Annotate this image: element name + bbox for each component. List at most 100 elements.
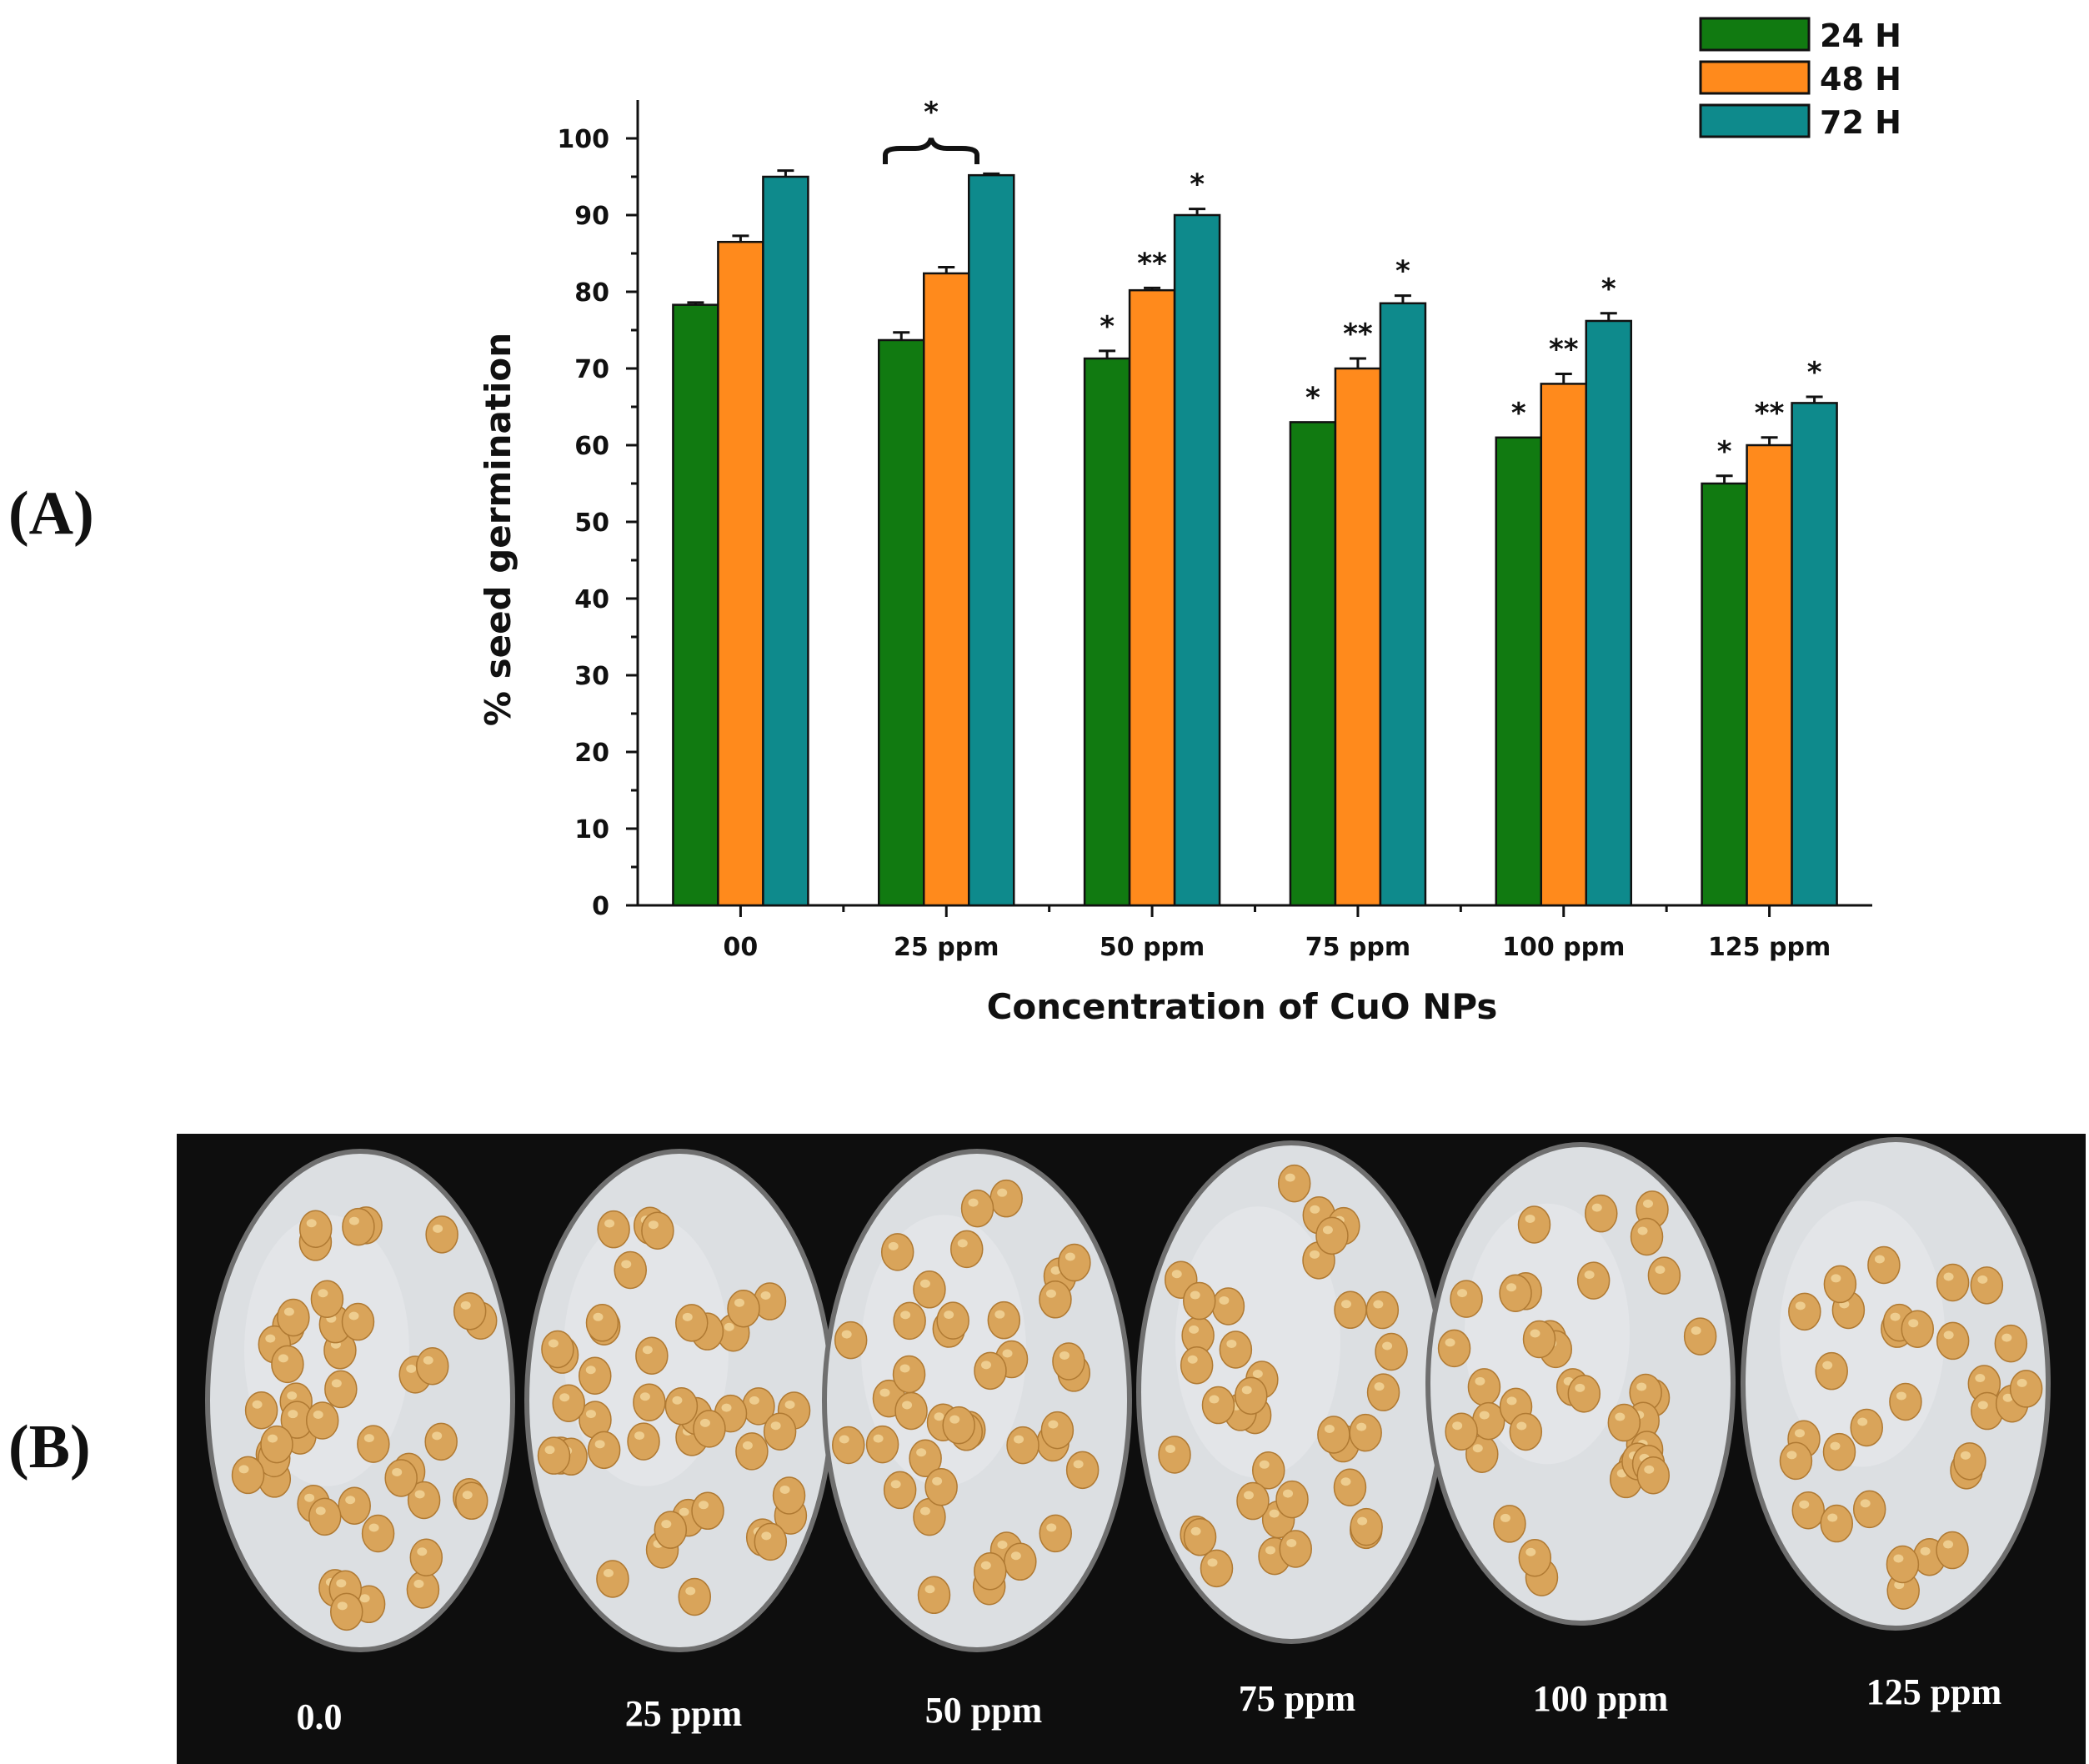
bar-72-h-25-ppm: [968, 173, 1015, 907]
seed: [1585, 1194, 1618, 1233]
seed-highlight: [1045, 1289, 1056, 1298]
seed-highlight: [585, 1410, 596, 1419]
seed-highlight: [348, 1216, 359, 1225]
seed: [1852, 1490, 1886, 1529]
seed-highlight: [957, 1239, 968, 1248]
seed: [1607, 1403, 1641, 1442]
seed: [834, 1320, 868, 1360]
seed-highlight: [1357, 1516, 1368, 1526]
seed-highlight: [414, 1490, 425, 1499]
seed-highlight: [721, 1403, 732, 1412]
seed: [1277, 1164, 1311, 1203]
seed-highlight: [934, 1412, 944, 1421]
seed-highlight: [1644, 1465, 1655, 1474]
seed-highlight: [283, 1307, 294, 1316]
bar-24-h-25-ppm: [878, 338, 925, 907]
seed-highlight: [1283, 1489, 1294, 1498]
seed-highlight: [1310, 1250, 1320, 1259]
seed: [1334, 1290, 1367, 1330]
seed-highlight: [1322, 1225, 1333, 1235]
seed-highlight: [1252, 1370, 1263, 1379]
seed-highlight: [672, 1396, 683, 1405]
seed: [407, 1481, 441, 1520]
seed-highlight: [1642, 1199, 1653, 1208]
seed-highlight: [306, 1219, 317, 1228]
y-tick-label: 0: [592, 892, 609, 921]
seed: [361, 1514, 395, 1553]
seed: [831, 1426, 865, 1465]
seed: [675, 1304, 709, 1342]
seed: [1493, 1505, 1526, 1543]
seed-highlight: [1943, 1540, 1954, 1549]
bar-24-h-100-ppm: [1495, 436, 1542, 907]
seed: [763, 1412, 797, 1451]
error-bars: [687, 169, 1823, 484]
y-tick-label: 60: [574, 432, 609, 461]
seed: [1350, 1507, 1383, 1546]
seed-highlight: [1615, 1412, 1626, 1421]
seed-highlight: [1786, 1451, 1797, 1460]
seed-highlight: [1340, 1477, 1351, 1486]
seed-highlight: [994, 1310, 1005, 1319]
seed: [627, 1422, 660, 1461]
seed-highlight: [559, 1393, 570, 1402]
seed-highlight: [841, 1330, 852, 1339]
y-tick-label: 20: [574, 739, 609, 768]
seed-highlight: [417, 1547, 428, 1556]
seed: [691, 1491, 724, 1531]
seed: [989, 1179, 1023, 1218]
seed-highlight: [2016, 1378, 2027, 1387]
seed-highlight: [1243, 1491, 1254, 1500]
seed-highlight: [924, 1585, 935, 1594]
seed-highlight: [1050, 1265, 1061, 1275]
seed: [1211, 1287, 1245, 1326]
seed: [1275, 1480, 1309, 1519]
seed-highlight: [315, 1506, 326, 1516]
seed-highlight: [2002, 1393, 2013, 1402]
significance-star: *: [1395, 255, 1410, 288]
petri-plate-25-ppm: 25 ppm: [524, 1149, 834, 1734]
seed-highlight: [1591, 1203, 1602, 1212]
seed: [1567, 1375, 1601, 1413]
y-tick-label: 50: [574, 509, 609, 538]
seed: [1183, 1518, 1217, 1556]
seed-highlight: [997, 1188, 1008, 1197]
seed: [1317, 1416, 1350, 1454]
seed-highlight: [252, 1400, 263, 1409]
seed: [865, 1425, 899, 1464]
seed-highlight: [1356, 1422, 1367, 1431]
seed: [1006, 1426, 1039, 1465]
x-tick-label: 75 ppm: [1305, 933, 1410, 962]
seed-highlight: [1830, 1441, 1841, 1451]
seed-highlight: [980, 1561, 991, 1570]
plate-label: 125 ppm: [1866, 1671, 2002, 1712]
seed: [338, 1486, 371, 1525]
seed: [231, 1456, 265, 1495]
legend-label-72h: 72 H: [1820, 104, 1901, 141]
seed-highlight: [1827, 1513, 1838, 1522]
seed-highlight: [337, 1601, 348, 1611]
seed-highlight: [873, 1434, 884, 1443]
seed: [641, 1211, 674, 1250]
seed-highlight: [348, 1311, 359, 1320]
seed-highlight: [460, 1300, 471, 1310]
seed: [1953, 1442, 1986, 1481]
chart-axes: [636, 100, 1872, 907]
seed-highlight: [1165, 1444, 1176, 1453]
seed-highlight: [1219, 1295, 1230, 1305]
seed-highlight: [1960, 1451, 1971, 1460]
seed: [271, 1345, 304, 1384]
seed-highlight: [1286, 1538, 1297, 1547]
seed-highlight: [1943, 1331, 1954, 1340]
seed-highlight: [682, 1312, 693, 1321]
seed-highlight: [1373, 1300, 1384, 1309]
seed: [1518, 1538, 1552, 1577]
seed: [892, 1355, 926, 1394]
seed-highlight: [890, 1480, 901, 1489]
seed: [1039, 1514, 1072, 1553]
seed-highlight: [642, 1346, 653, 1355]
seed: [1040, 1411, 1075, 1450]
seed-highlight: [1857, 1417, 1868, 1426]
seed-highlight: [879, 1388, 890, 1397]
